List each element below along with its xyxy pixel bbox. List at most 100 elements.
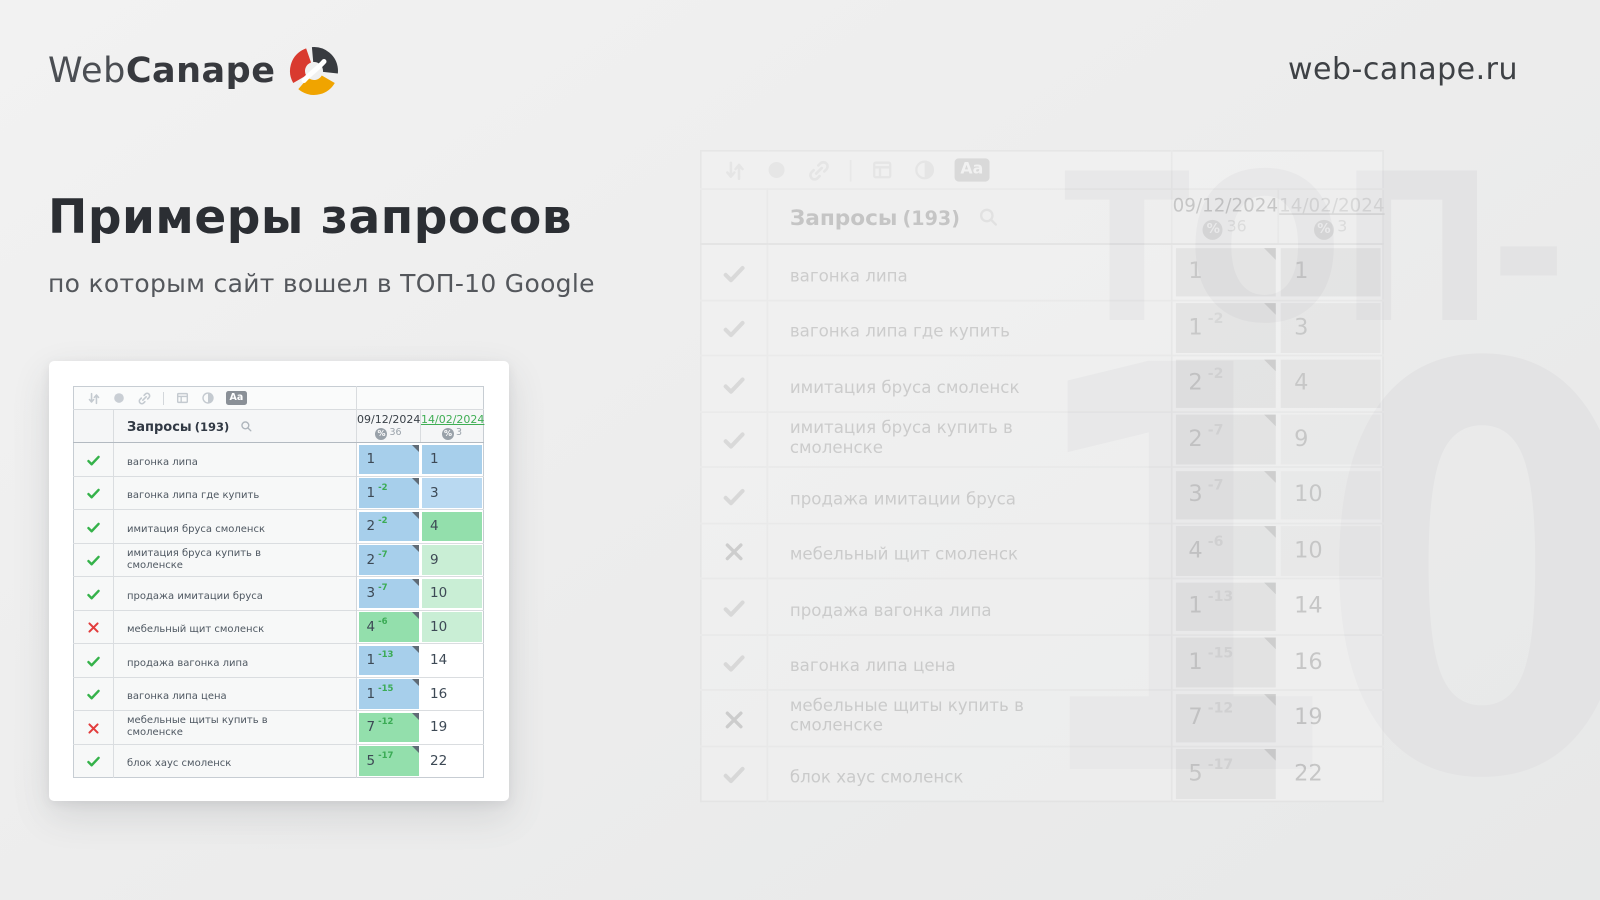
position-cell-date1: 1: [358, 444, 420, 474]
position-cell-date1: 4 -6: [358, 612, 420, 642]
table-row[interactable]: блок хаус смоленск 5 -17 22: [73, 743, 484, 778]
corner-marker-icon: [412, 545, 420, 552]
query-text: вагонка липа цена: [127, 691, 227, 703]
contrast-icon: [913, 158, 936, 181]
position-value: 10: [430, 618, 448, 635]
query-text: продажа вагонка липа: [127, 657, 249, 669]
check-icon: [722, 312, 747, 344]
check-icon: [86, 584, 101, 603]
position-cell-date2: 10: [422, 612, 482, 642]
query-text: имитация бруса смоленск: [789, 379, 1020, 398]
position-value: 14: [430, 652, 448, 669]
check-icon: [86, 550, 101, 569]
position-cell-date1: 3 -7: [358, 578, 420, 608]
aa-badge[interactable]: Aa: [226, 391, 247, 405]
corner-marker-icon: [412, 511, 420, 519]
percent-count-2: 3: [455, 426, 463, 438]
position-value: 22: [430, 752, 448, 769]
table-row[interactable]: вагонка липа цена 1 -15 16: [73, 676, 484, 711]
table-row[interactable]: имитация бруса купить в смоленске 2 -7 9: [73, 542, 484, 577]
table-row[interactable]: продажа имитации бруса 3 -7 10: [73, 576, 484, 610]
check-icon: [722, 256, 747, 288]
corner-marker-icon: [412, 444, 420, 452]
query-text: имитация бруса купить в смоленске: [127, 547, 262, 571]
position-cell-date2: 19: [422, 712, 482, 742]
position-value: 5: [366, 752, 376, 769]
position-cell-date2: 9: [422, 545, 482, 575]
corner-marker-icon: [412, 478, 420, 485]
query-text: мебельные щиты купить в смоленске: [127, 715, 268, 739]
position-value: 1: [430, 451, 439, 468]
query-text: вагонка липа: [789, 267, 908, 287]
position-value: 1: [366, 652, 376, 669]
table-row[interactable]: имитация бруса смоленск 2 -2 4: [73, 509, 484, 543]
position-value: 2: [366, 551, 376, 568]
position-cell-date1: 1 -2: [358, 478, 420, 508]
grid-icon[interactable]: [175, 391, 190, 405]
query-text: блок хаус смоленск: [127, 758, 232, 770]
query-text: продажа имитации бруса: [789, 490, 1017, 510]
toolbar-divider: [849, 159, 852, 181]
check-icon: [722, 646, 747, 678]
query-text: продажа имитации бруса: [127, 590, 263, 602]
cross-icon: [723, 535, 745, 567]
position-value: 3: [366, 585, 376, 602]
table-row[interactable]: мебельный щит смоленск 4 -6 10: [73, 609, 484, 644]
webcanape-logo-icon: [290, 47, 339, 95]
table-toolbar: Aa: [73, 386, 484, 410]
position-cell-date1: 2 -7: [358, 545, 420, 575]
queries-header[interactable]: Запросы (193): [113, 409, 358, 443]
position-value: 9: [430, 551, 439, 568]
position-cell-date1: 1 -15: [358, 679, 420, 709]
date-column-1[interactable]: 09/12/2024 % 36: [356, 409, 421, 443]
table-row[interactable]: вагонка липа где купить 1 -2 3: [73, 475, 484, 510]
check-icon: [86, 684, 101, 703]
check-icon: [722, 423, 747, 455]
search-icon[interactable]: [240, 418, 253, 437]
query-text: вагонка липа: [127, 456, 198, 468]
check-icon: [722, 591, 747, 623]
date-column-2[interactable]: 14/02/2024 % 3: [420, 409, 485, 443]
headline-block: Примеры запросов по которым сайт вошел в…: [48, 190, 595, 298]
queries-count: (193): [194, 419, 230, 434]
link-icon[interactable]: [137, 391, 152, 406]
corner-marker-icon: [412, 578, 420, 586]
link-icon: [806, 157, 831, 182]
table-card: Aa Запросы (193) 09/12/2024 %: [49, 361, 509, 801]
grid-icon: [870, 158, 895, 181]
table-header-row: Запросы (193) 09/12/2024 % 36 14/02/2024: [73, 409, 485, 443]
position-cell-date2: 1: [422, 444, 482, 474]
position-delta: -2: [378, 516, 388, 527]
position-value: 19: [430, 719, 448, 736]
positions-table: Aa Запросы (193) 09/12/2024 %: [73, 386, 484, 778]
logo-canape-part: Canape: [125, 51, 276, 91]
position-value: 4: [430, 518, 439, 535]
queries-label: Запросы: [127, 419, 192, 435]
position-delta: -13: [378, 650, 394, 661]
contrast-icon[interactable]: [201, 391, 215, 405]
query-text: вагонка липа где купить: [789, 323, 1010, 342]
webcanape-logo: WebCanape: [48, 46, 339, 96]
table-row[interactable]: вагонка липа 1 1: [73, 442, 484, 476]
check-icon: [86, 517, 101, 536]
table-row[interactable]: продажа вагонка липа 1 -13 14: [73, 643, 484, 677]
corner-marker-icon: [412, 679, 420, 686]
toolbar-divider: [163, 391, 164, 405]
position-cell-date1: 7 -12: [358, 712, 420, 742]
date-2-label: 14/02/2024: [421, 413, 485, 427]
sort-icon[interactable]: [87, 391, 101, 406]
position-delta: -17: [378, 750, 394, 761]
position-delta: -6: [378, 616, 388, 627]
date-1-label: 09/12/2024: [357, 413, 421, 427]
position-value: 10: [430, 585, 448, 602]
position-value: 7: [366, 719, 376, 736]
table-row[interactable]: мебельные щиты купить в смоленске 7 -12 19: [73, 710, 484, 744]
position-cell-date2: 3: [422, 478, 482, 508]
position-value: 1: [366, 451, 376, 468]
check-icon: [722, 479, 747, 511]
query-text: мебельный щит смоленск: [127, 624, 265, 636]
bullet-icon[interactable]: [112, 391, 126, 405]
position-value: 3: [430, 484, 439, 501]
position-cell-date2: 22: [422, 746, 482, 776]
site-url: web-canape.ru: [1287, 52, 1518, 87]
